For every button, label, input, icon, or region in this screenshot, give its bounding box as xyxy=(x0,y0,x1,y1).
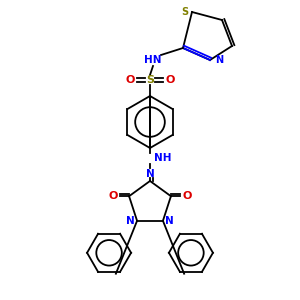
Text: O: O xyxy=(182,191,192,201)
Text: S: S xyxy=(181,7,188,17)
Text: O: O xyxy=(165,75,175,85)
Text: N: N xyxy=(215,55,223,65)
Text: S: S xyxy=(146,75,154,85)
Text: NH: NH xyxy=(154,153,172,163)
Text: N: N xyxy=(126,216,135,226)
Text: N: N xyxy=(146,169,154,179)
Text: O: O xyxy=(125,75,135,85)
Text: O: O xyxy=(108,191,118,201)
Text: N: N xyxy=(165,216,174,226)
Text: HN: HN xyxy=(144,55,162,65)
